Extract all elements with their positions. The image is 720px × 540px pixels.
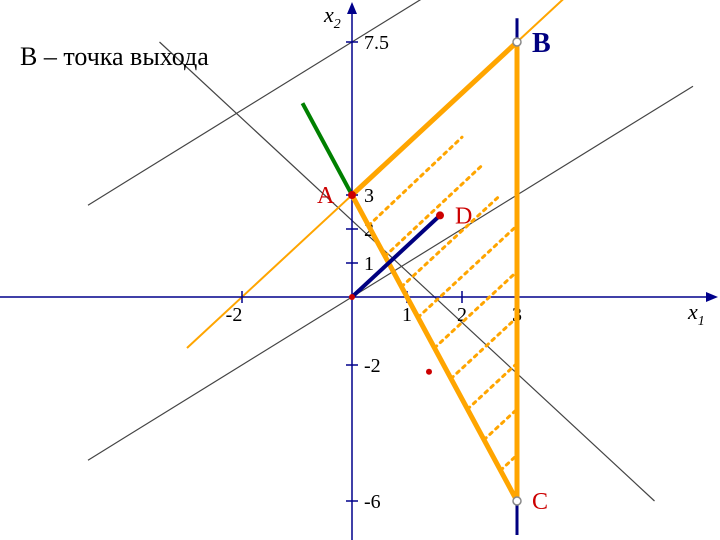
hatch-line bbox=[451, 317, 517, 378]
point-A bbox=[348, 191, 356, 199]
y-tick-label: 1 bbox=[364, 253, 374, 275]
y-tick-label: -6 bbox=[364, 491, 381, 513]
constraint-line bbox=[88, 0, 693, 205]
annotation-text: В – точка выхода bbox=[20, 42, 209, 71]
hatch-line bbox=[418, 226, 517, 318]
point-O bbox=[349, 294, 355, 300]
point-label-C: C bbox=[532, 489, 548, 515]
coordinate-plot: -21231237.5-2-6ABCDx1x2В – точка выхода bbox=[0, 0, 720, 540]
y-tick-label: 3 bbox=[364, 185, 374, 207]
hatch-line bbox=[484, 409, 517, 440]
x-tick-label: 2 bbox=[457, 304, 467, 326]
point-label-D: D bbox=[455, 203, 472, 229]
y-tick-label: -2 bbox=[364, 355, 381, 377]
x-axis-label: x1 bbox=[687, 299, 705, 329]
point-label-B: B bbox=[532, 28, 551, 59]
y-axis-label: x2 bbox=[323, 2, 341, 32]
hatch-line bbox=[435, 272, 518, 349]
hatch-line bbox=[369, 137, 463, 225]
point-D bbox=[436, 211, 444, 219]
hatch-line bbox=[468, 363, 518, 409]
x-axis-arrow bbox=[706, 292, 718, 302]
point-C bbox=[513, 497, 521, 505]
constraint-line bbox=[160, 42, 655, 501]
x-tick-label: -2 bbox=[226, 304, 243, 326]
point-P1 bbox=[426, 369, 432, 375]
y-axis-arrow bbox=[347, 2, 357, 14]
hatch-line bbox=[402, 195, 501, 287]
point-label-A: A bbox=[317, 183, 335, 209]
point-B bbox=[513, 38, 521, 46]
constraint-line bbox=[88, 86, 693, 460]
y-tick-label: 7.5 bbox=[364, 32, 389, 54]
